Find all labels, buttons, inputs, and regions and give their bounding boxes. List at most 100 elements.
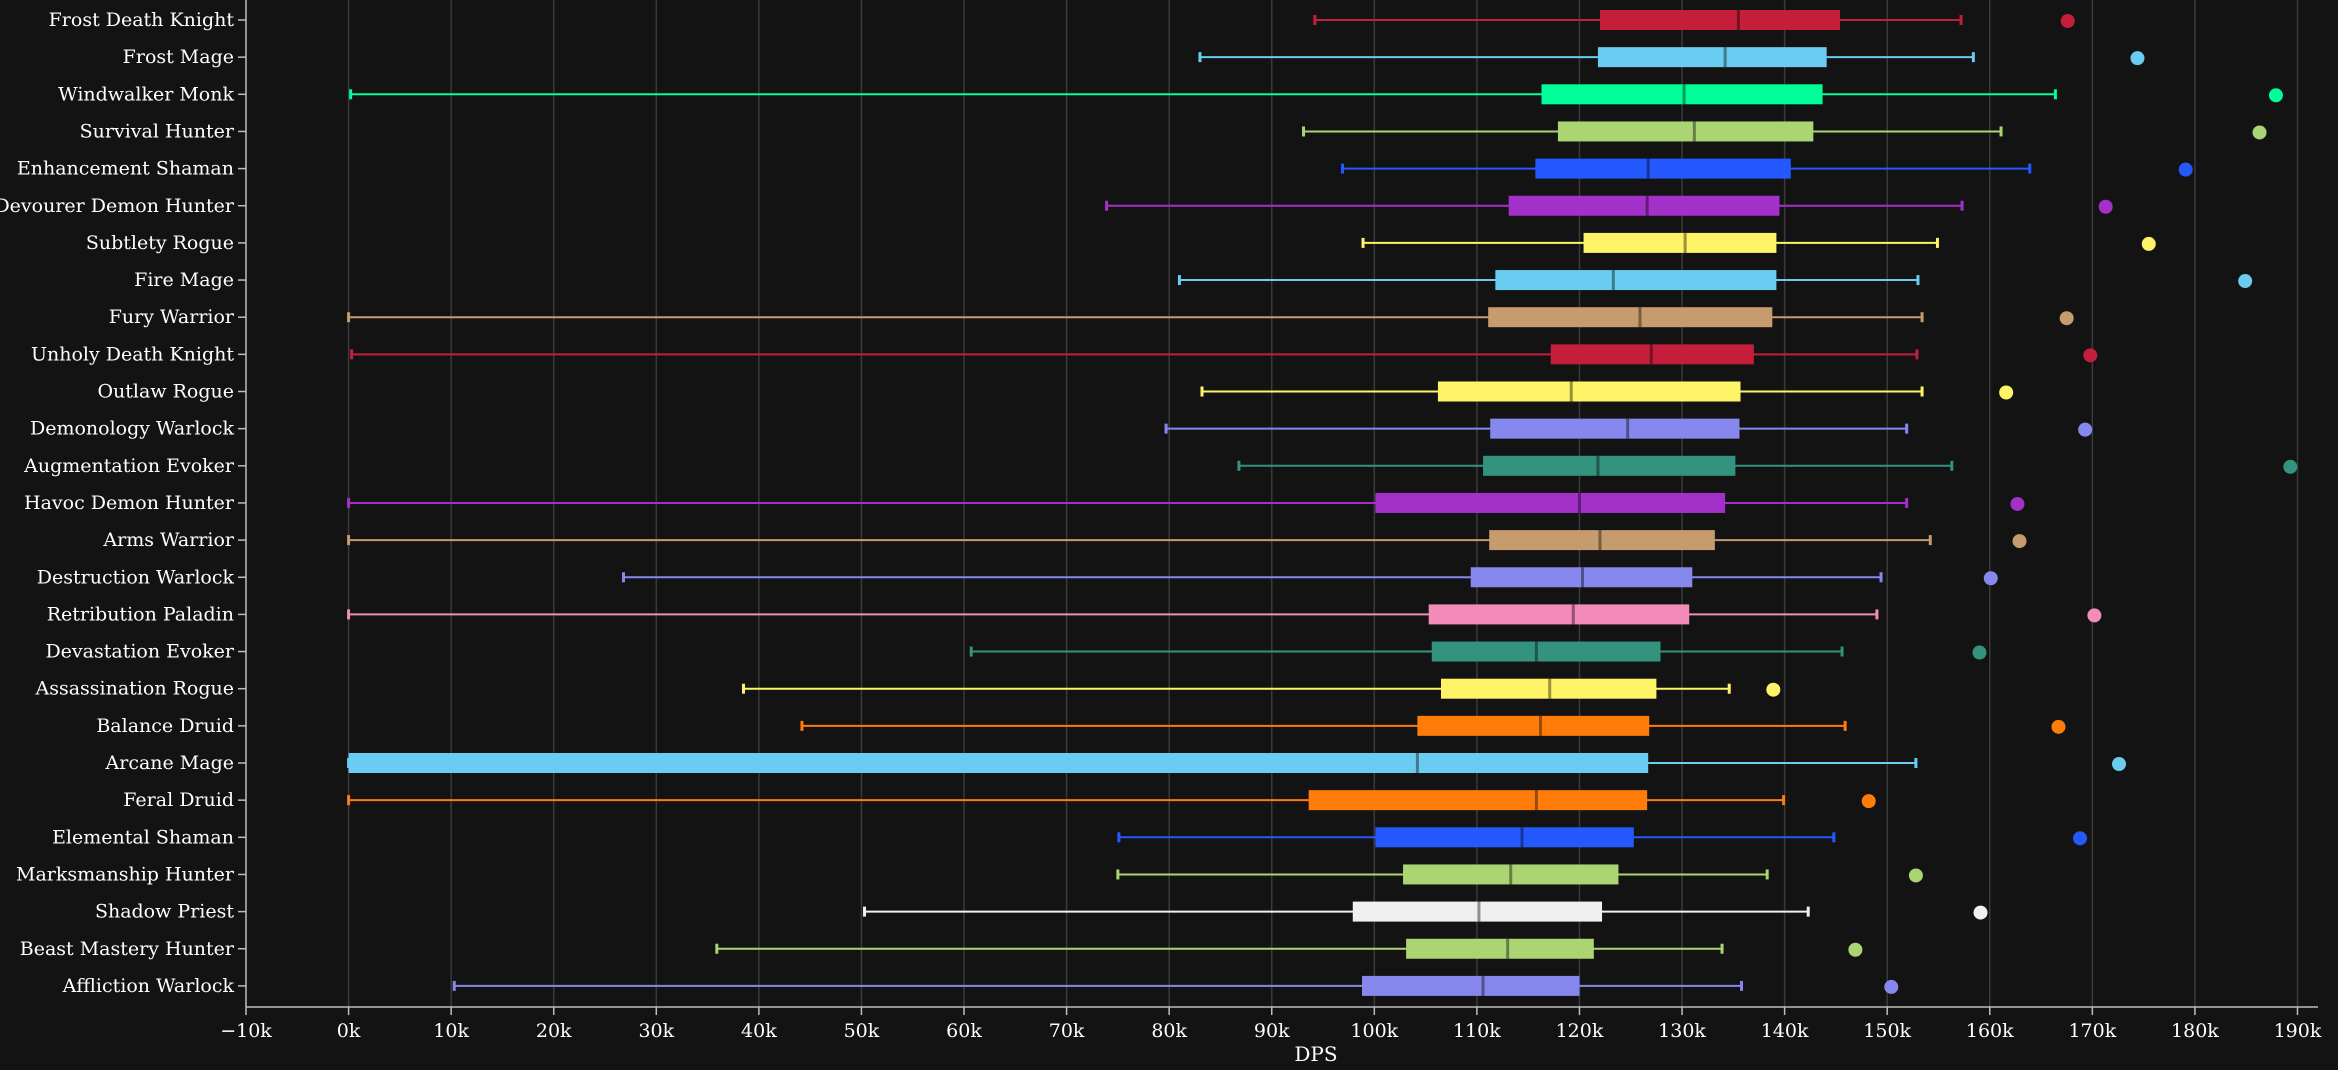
outlier-point — [1973, 905, 1988, 920]
outlier-point — [1766, 682, 1781, 697]
category-label: Windwalker Monk — [58, 83, 234, 105]
outlier-point — [2087, 608, 2102, 623]
outlier-point — [1908, 868, 1923, 883]
x-tick-label: 140k — [1761, 1020, 1809, 1042]
box-row — [347, 604, 2102, 625]
outlier-point — [2098, 199, 2113, 214]
outlier-point — [2083, 348, 2098, 363]
category-label: Unholy Death Knight — [31, 343, 234, 365]
box-row — [1164, 418, 2093, 439]
iqr-box — [1431, 641, 1661, 662]
category-label: Arms Warrior — [102, 529, 234, 551]
iqr-box — [1375, 492, 1726, 513]
outlier-point — [2238, 274, 2253, 289]
outlier-point — [2268, 88, 2283, 103]
box-row — [349, 84, 2283, 105]
box-row — [800, 715, 2066, 736]
category-label: Devourer Demon Hunter — [0, 195, 235, 217]
axes: −10k 0k 10k 20k 30k 40k 50k 60k 70k 80k 90k 100k 110… — [0, 0, 2322, 1042]
x-tick-label: 40k — [741, 1020, 777, 1042]
iqr-box — [1490, 418, 1740, 439]
category-label: Fire Mage — [134, 269, 234, 291]
x-tick-label: 60k — [946, 1020, 982, 1042]
category-label: Fury Warrior — [109, 306, 235, 328]
box-row — [741, 678, 1781, 699]
category-label: Devastation Evoker — [45, 641, 234, 663]
box-row — [1177, 270, 2253, 291]
outlier-point — [2112, 757, 2127, 771]
box-row — [1302, 121, 2267, 142]
iqr-box — [1308, 790, 1648, 811]
x-tick-label: 180k — [2171, 1020, 2219, 1042]
iqr-box — [1470, 567, 1693, 588]
iqr-box — [1428, 604, 1690, 625]
iqr-box — [1483, 455, 1736, 476]
outlier-point — [2078, 422, 2093, 437]
category-rows — [347, 10, 2298, 996]
x-tick-label: 70k — [1049, 1020, 1085, 1042]
box-row — [1198, 47, 2145, 68]
iqr-box — [1403, 864, 1619, 885]
box-row — [452, 975, 1899, 996]
iqr-box — [1597, 47, 1827, 68]
category-label: Subtlety Rogue — [86, 232, 234, 254]
category-label: Assassination Rogue — [34, 678, 234, 700]
iqr-box — [1440, 678, 1657, 699]
box-row — [621, 567, 1998, 588]
outlier-point — [2059, 311, 2074, 326]
category-label: Enhancement Shaman — [17, 158, 234, 180]
outlier-point — [2178, 162, 2193, 177]
x-tick-label: 10k — [433, 1020, 469, 1042]
box-row — [1313, 10, 2075, 30]
x-tick-label: −10k — [220, 1020, 272, 1042]
category-label: Frost Mage — [123, 46, 234, 68]
outlier-point — [2130, 51, 2145, 66]
box-row — [969, 641, 1987, 662]
iqr-box — [348, 753, 1649, 773]
outlier-point — [1983, 571, 1998, 586]
outlier-point — [2283, 459, 2298, 474]
category-label: Beast Mastery Hunter — [20, 938, 235, 960]
outlier-point — [1861, 794, 1876, 809]
box-row — [1361, 232, 2156, 253]
x-tick-label: 90k — [1254, 1020, 1290, 1042]
category-label: Destruction Warlock — [37, 566, 235, 588]
iqr-box — [1535, 158, 1791, 179]
category-label: Augmentation Evoker — [23, 455, 235, 477]
box-row — [347, 530, 2027, 551]
x-tick-label: 120k — [1556, 1020, 1604, 1042]
box-row — [347, 492, 2025, 513]
iqr-box — [1550, 344, 1754, 365]
iqr-box — [1541, 84, 1823, 105]
outlier-point — [2141, 236, 2156, 251]
category-label: Survival Hunter — [80, 120, 235, 142]
iqr-box — [1488, 307, 1773, 328]
outlier-point — [1999, 385, 2014, 400]
outlier-point — [1972, 645, 1987, 660]
x-tick-label: 170k — [2068, 1020, 2116, 1042]
outlier-point — [2073, 831, 2088, 846]
x-tick-label: 190k — [2274, 1020, 2322, 1042]
outlier-point — [2010, 496, 2025, 511]
x-tick-label: 160k — [1966, 1020, 2014, 1042]
outlier-point — [1848, 942, 1863, 957]
box-row — [1341, 158, 2193, 179]
iqr-box — [1583, 232, 1777, 253]
x-tick-label: 0k — [337, 1020, 361, 1042]
outlier-point — [2252, 125, 2267, 140]
box-row — [1237, 455, 2298, 476]
category-label: Frost Death Knight — [49, 9, 235, 31]
outlier-point — [2051, 719, 2066, 734]
category-label: Affliction Warlock — [62, 975, 235, 997]
iqr-box — [1352, 901, 1603, 922]
iqr-box — [1495, 270, 1777, 291]
box-row — [863, 901, 1988, 922]
category-label: Demonology Warlock — [30, 418, 235, 440]
iqr-box — [1437, 381, 1741, 402]
iqr-box — [1417, 715, 1650, 736]
box-row — [1116, 864, 1923, 885]
x-tick-label: 20k — [536, 1020, 572, 1042]
category-label: Havoc Demon Hunter — [24, 492, 235, 514]
x-tick-label: 110k — [1453, 1020, 1501, 1042]
